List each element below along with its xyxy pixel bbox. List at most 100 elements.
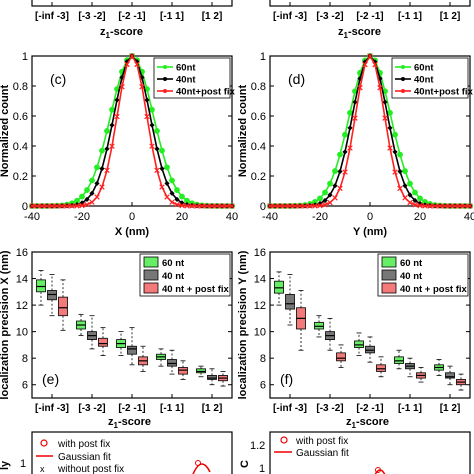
data-point-60nt [154, 128, 160, 134]
legend-label-40-nt: 40 nt [400, 271, 423, 282]
bottom-left-curve-start [192, 463, 211, 474]
data-point-40nt-post-fix [307, 203, 313, 209]
legend-swatch-40-nt-post-fix [143, 282, 159, 294]
data-point-40nt-post-fix [352, 115, 358, 121]
box-60-nt-3-2 [314, 321, 324, 330]
x-tick-label: -40 [262, 211, 278, 223]
data-point-40nt-post-fix [49, 203, 55, 209]
x-tick-label: 20 [414, 211, 426, 223]
data-point-40nt-post-fix [362, 61, 368, 68]
panel-label: (d) [288, 71, 305, 87]
data-point-60nt [164, 164, 170, 171]
data-point-40nt [402, 183, 408, 189]
data-point-40nt [89, 190, 95, 196]
data-point-40nt [407, 192, 413, 198]
data-point-60nt [174, 187, 180, 193]
box-60-nt-1-1 [394, 356, 404, 364]
data-point-40nt [159, 165, 165, 172]
legend-label-gaussian-fit: Gaussian fit [58, 452, 111, 463]
data-point-40nt-post-fix [144, 113, 150, 120]
data-point-40nt-post-fix [422, 203, 428, 209]
data-point-40nt-post-fix [467, 203, 473, 209]
top-tick-label-3-2-1: [-3 -2] [316, 11, 343, 22]
x-tick-label: -40 [24, 211, 40, 223]
data-point-40nt-post-fix [402, 195, 408, 201]
data-point-40nt-post-fix [357, 85, 363, 91]
data-point-40nt-post-fix [89, 199, 95, 205]
data-point-40nt [174, 196, 180, 203]
data-point-40nt [347, 125, 353, 131]
data-point-40nt [149, 122, 155, 128]
data-point-40nt [337, 168, 343, 175]
bottom-left-ylabel-fragment: ly [0, 460, 11, 470]
legend-swatch-60-nt [143, 256, 159, 268]
y-tick-label: 6 [260, 380, 266, 392]
legend-marker-40nt-post-fix [401, 89, 405, 93]
top-left-xlabel: z1-score [100, 26, 143, 40]
legend-marker-40nt [163, 77, 167, 81]
data-point-40nt-post-fix [99, 184, 105, 190]
data-point-40nt [104, 146, 110, 152]
y-tick-label: 12 [16, 300, 28, 312]
data-point-40nt-post-fix [442, 203, 448, 209]
data-point-40nt-post-fix [39, 203, 45, 209]
x-tick-label-1-1: [-1 1] [160, 403, 184, 414]
data-point-40nt [332, 183, 338, 189]
data-point-40nt-post-fix [377, 85, 383, 91]
top-strip-tick-labels: [-inf -3] [-3 -2] [-2 -1] [-1 1] [1 2] [-inf … [35, 2, 460, 22]
data-point-40nt-post-fix [29, 203, 35, 209]
data-point-40nt-post-fix [64, 203, 70, 209]
legend-marker-60nt [401, 65, 405, 69]
legend-swatch-40-nt [143, 269, 159, 281]
data-point-40nt [99, 165, 105, 172]
legend-label-40nt: 40nt [414, 75, 434, 86]
x-tick-label-2-1: [-2 -1] [356, 403, 383, 414]
data-point-40nt [397, 168, 403, 175]
data-point-40nt-post-fix [109, 143, 115, 149]
top-tick-label-1-1-1: [-1 1] [398, 11, 422, 22]
data-point-40nt-post-fix [214, 203, 220, 209]
legend-label-40nt-post-fix: 40nt+post fix [414, 87, 474, 98]
x-tick-label: 0 [129, 211, 135, 223]
data-point-60nt [347, 109, 353, 116]
data-point-40nt-post-fix [34, 203, 40, 209]
data-point-60nt [317, 195, 323, 202]
bottom-right-ytick-upper: 1.2 [250, 440, 265, 452]
y-tick-label: 6 [22, 380, 28, 392]
data-point-60nt [412, 189, 418, 196]
legend-label-60nt: 60nt [414, 63, 434, 74]
legend-swatch-40-nt [381, 269, 397, 281]
data-point-40nt-post-fix [139, 84, 145, 90]
data-point-60nt [79, 193, 85, 200]
y-axis-label: Normalized count [0, 85, 11, 178]
data-point-40nt-post-fix [417, 202, 423, 209]
data-point-40nt-post-fix [84, 201, 90, 208]
y-tick-label: 0.2 [251, 171, 266, 183]
legend-label-with-post-fix: with post fix [57, 439, 110, 450]
y-tick-label: 8 [260, 353, 266, 365]
y-tick-label: 0.4 [13, 141, 28, 153]
data-point-60nt [169, 177, 175, 184]
data-point-40nt-post-fix [129, 53, 135, 59]
y-tick-label: 14 [16, 274, 28, 286]
data-point-40nt-post-fix [367, 53, 373, 59]
y-tick-label: 0 [22, 201, 28, 213]
y-tick-label: 0.2 [13, 171, 28, 183]
legend-label-gaussian-fit-right: Gaussian fit [296, 448, 349, 459]
y-tick-label: 8 [22, 353, 28, 365]
box-40-nt-post-fix-2-1 [376, 364, 386, 372]
top-right-xlabel: z1-score [338, 26, 381, 40]
data-point-40nt-post-fix [69, 203, 75, 209]
data-point-40nt-post-fix [447, 203, 453, 209]
x-tick-label-2-1: [-2 -1] [118, 403, 145, 414]
data-point-40nt-post-fix [317, 202, 323, 209]
data-point-60nt [84, 187, 90, 193]
panel-c: 0 0.2 0.4 0.6 0.8 1 Normalized count -40 -20 0 20 4… [0, 51, 238, 238]
box-60-nt-inf-3 [274, 280, 284, 294]
data-point-40nt-post-fix [462, 203, 468, 209]
box-40-nt-inf-3 [47, 290, 57, 301]
data-point-40nt [327, 192, 333, 198]
x-tick-label: 40 [226, 211, 238, 223]
data-point-40nt-post-fix [94, 194, 100, 200]
x-tick-label-inf-3: [-inf -3] [273, 403, 307, 414]
